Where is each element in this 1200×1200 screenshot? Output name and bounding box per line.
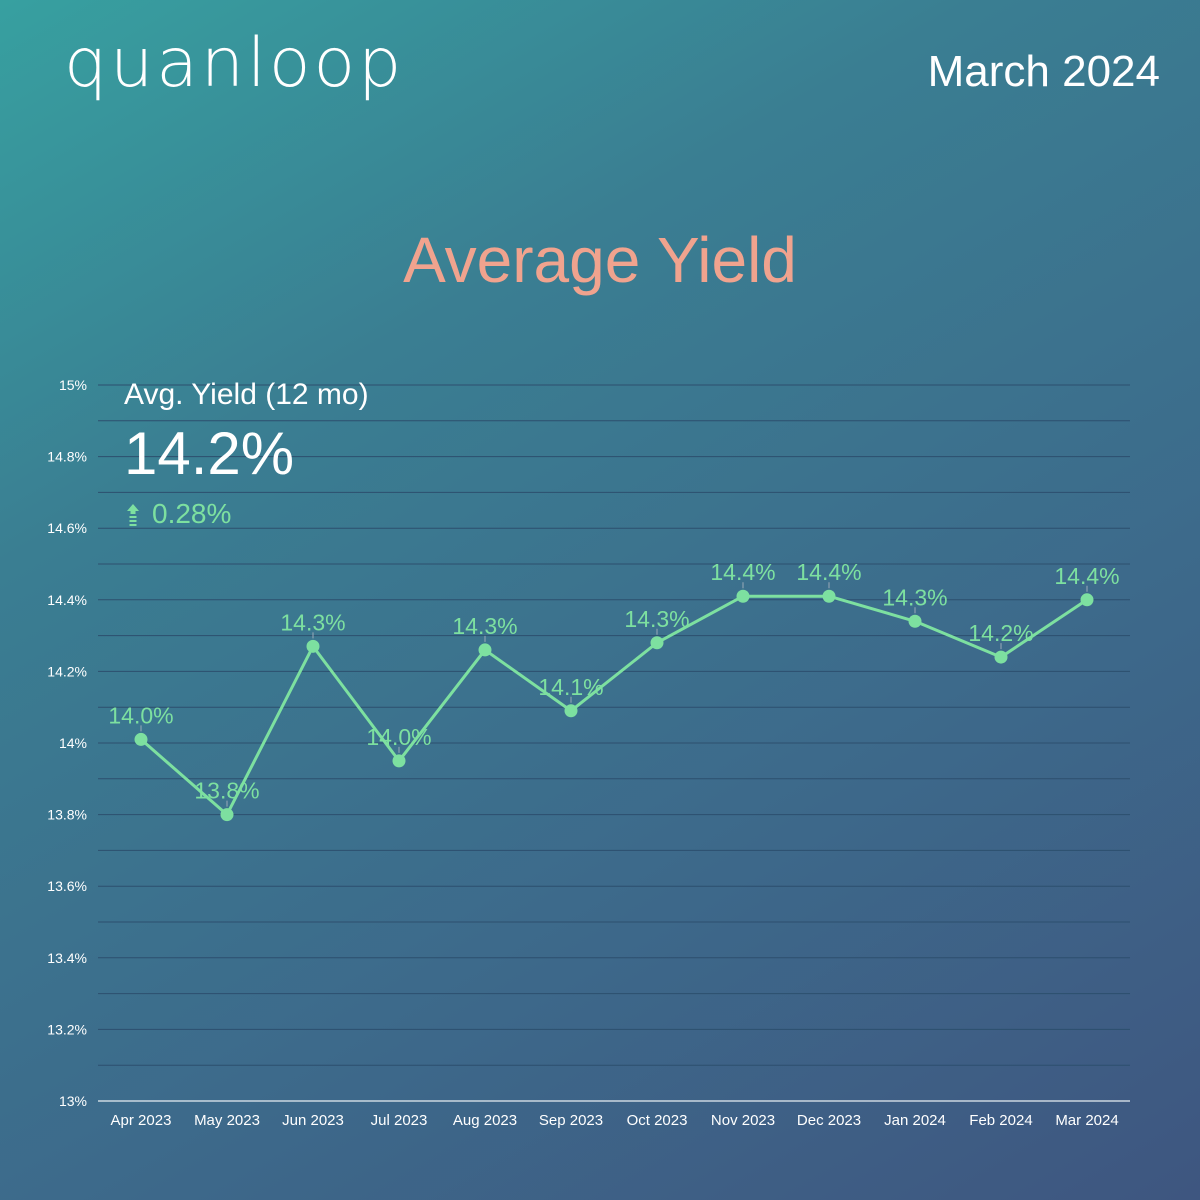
y-tick-label: 14.2%: [47, 663, 87, 679]
y-tick-label: 14.4%: [47, 592, 87, 608]
x-tick-label: Sep 2023: [539, 1112, 603, 1129]
data-label: 14.3%: [882, 584, 947, 610]
data-label: 14.3%: [624, 606, 689, 632]
y-tick-label: 14.8%: [47, 449, 87, 465]
data-point: [994, 650, 1008, 664]
y-tick-label: 14.6%: [47, 520, 87, 536]
brand-logo: quanloop: [64, 24, 405, 103]
data-label: 14.4%: [710, 559, 775, 585]
stat-change-value: 0.28%: [152, 498, 232, 529]
x-tick-label: Feb 2024: [969, 1112, 1032, 1129]
data-point: [306, 639, 320, 653]
page-title: Average Yield: [403, 224, 797, 296]
report-date: March 2024: [927, 47, 1160, 96]
x-tick-label: Apr 2023: [111, 1112, 172, 1129]
data-label: 14.3%: [452, 613, 517, 639]
data-label: 13.8%: [194, 778, 259, 804]
data-point: [134, 732, 148, 746]
data-point: [1080, 593, 1094, 607]
data-point: [908, 614, 922, 628]
data-point: [650, 636, 664, 650]
stat-label: Avg. Yield (12 mo): [124, 378, 369, 411]
data-point: [736, 589, 750, 603]
y-tick-label: 13.4%: [47, 950, 87, 966]
data-point: [564, 704, 578, 718]
arrow-up-icon: [127, 504, 139, 526]
stat-value: 14.2%: [124, 420, 295, 487]
x-tick-label: Mar 2024: [1055, 1112, 1118, 1129]
data-point: [478, 643, 492, 657]
data-label: 14.1%: [538, 674, 603, 700]
x-tick-label: Jun 2023: [282, 1112, 344, 1129]
x-tick-label: May 2023: [194, 1112, 260, 1129]
data-point: [822, 589, 836, 603]
data-label: 14.4%: [796, 559, 861, 585]
y-tick-label: 14%: [59, 735, 87, 751]
data-label: 14.0%: [366, 724, 431, 750]
y-tick-label: 13%: [59, 1093, 87, 1109]
data-label: 14.4%: [1054, 563, 1119, 589]
y-tick-label: 15%: [59, 377, 87, 393]
stat-change: 0.28%: [126, 500, 231, 528]
x-tick-label: Nov 2023: [711, 1112, 775, 1129]
data-label: 14.0%: [108, 702, 173, 728]
y-tick-label: 13.8%: [47, 807, 87, 823]
series-line: [140, 594, 1088, 817]
data-point: [392, 754, 406, 768]
x-tick-label: Aug 2023: [453, 1112, 517, 1129]
data-label: 14.2%: [968, 620, 1033, 646]
x-tick-label: Oct 2023: [627, 1112, 688, 1129]
y-tick-label: 13.2%: [47, 1021, 87, 1037]
data-label: 14.3%: [280, 609, 345, 635]
x-tick-label: Jul 2023: [371, 1112, 428, 1129]
x-tick-label: Dec 2023: [797, 1112, 861, 1129]
x-tick-label: Jan 2024: [884, 1112, 946, 1129]
y-tick-label: 13.6%: [47, 878, 87, 894]
data-point: [220, 808, 234, 822]
